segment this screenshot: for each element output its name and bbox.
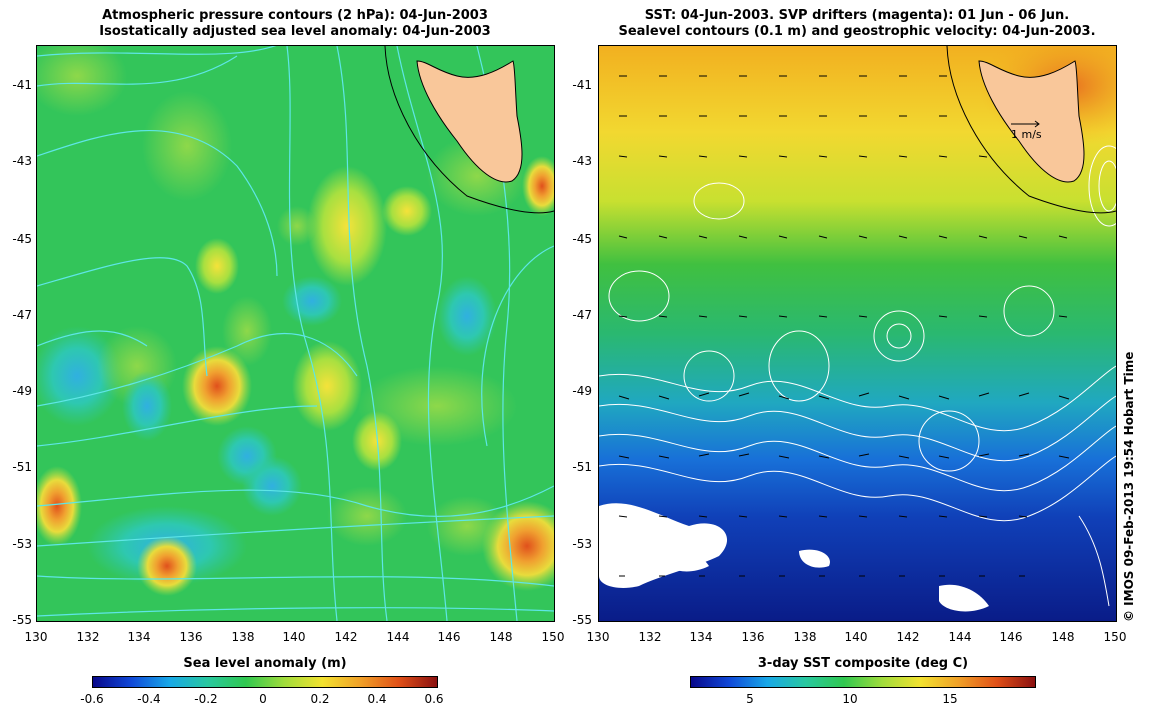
lon-tick: 142 bbox=[896, 630, 920, 644]
left-title-line2: Isostatically adjusted sea level anomaly… bbox=[99, 24, 491, 39]
lon-tick: 138 bbox=[231, 630, 255, 644]
sla-colorbar-tick: -0.6 bbox=[80, 692, 104, 706]
lon-tick: 146 bbox=[437, 630, 461, 644]
sst-colorbar-tick: 5 bbox=[746, 692, 754, 706]
sla-map-panel[interactable] bbox=[36, 45, 555, 622]
sst-colorbar-tick: 10 bbox=[842, 692, 858, 706]
imos-credit: © IMOS 09-Feb-2013 19:54 Hobart Time bbox=[1122, 351, 1136, 622]
lon-tick: 132 bbox=[76, 630, 100, 644]
lat-tick: -47 bbox=[12, 308, 32, 322]
sla-colorbar-tick: 0.4 bbox=[367, 692, 387, 706]
sst-colorbar-tick: 15 bbox=[942, 692, 958, 706]
right-title-line1: SST: 04-Jun-2003. SVP drifters (magenta)… bbox=[644, 8, 1070, 23]
sla-colorbar-tick: 0 bbox=[259, 692, 267, 706]
lon-tick: 148 bbox=[1051, 630, 1075, 644]
lat-tick: -49 bbox=[572, 384, 592, 398]
cloud-mask bbox=[599, 503, 989, 612]
sealevel-contours bbox=[599, 145, 1116, 607]
lat-tick: -49 bbox=[12, 384, 32, 398]
lon-tick: 132 bbox=[638, 630, 662, 644]
lat-tick: -45 bbox=[572, 232, 592, 246]
sst-colorbar-label: 3-day SST composite (deg C) bbox=[757, 656, 969, 671]
tasmania-island bbox=[416, 60, 523, 183]
lon-tick: 144 bbox=[948, 630, 972, 644]
lat-tick: -47 bbox=[572, 308, 592, 322]
lat-tick: -53 bbox=[12, 537, 32, 551]
lon-tick: 140 bbox=[282, 630, 306, 644]
lon-tick: 130 bbox=[586, 630, 610, 644]
tasmania-land bbox=[384, 46, 554, 214]
velocity-key: 1 m/s bbox=[1011, 120, 1042, 141]
lon-tick: 136 bbox=[179, 630, 203, 644]
tasmania-island-right bbox=[978, 60, 1085, 183]
right-title: SST: 04-Jun-2003. SVP drifters (magenta)… bbox=[598, 8, 1116, 40]
lat-tick: -55 bbox=[12, 613, 32, 627]
tasmania-land-right bbox=[946, 46, 1116, 214]
left-title-line1: Atmospheric pressure contours (2 hPa): 0… bbox=[102, 8, 488, 23]
lon-tick: 148 bbox=[489, 630, 513, 644]
sla-anomaly-blobs bbox=[37, 46, 554, 596]
lat-tick: -51 bbox=[572, 460, 592, 474]
lat-tick: -51 bbox=[12, 460, 32, 474]
sla-colorbar-tick: -0.4 bbox=[137, 692, 161, 706]
sla-colorbar-tick: -0.2 bbox=[194, 692, 218, 706]
sst-colorbar bbox=[690, 676, 1036, 688]
lon-tick: 134 bbox=[689, 630, 713, 644]
lon-tick: 138 bbox=[793, 630, 817, 644]
lon-tick: 146 bbox=[999, 630, 1023, 644]
lon-tick: 140 bbox=[844, 630, 868, 644]
lon-tick: 144 bbox=[386, 630, 410, 644]
lat-tick: -41 bbox=[572, 78, 592, 92]
lon-tick: 150 bbox=[541, 630, 565, 644]
velocity-arrows bbox=[618, 75, 1070, 577]
velocity-key-label: 1 m/s bbox=[1011, 128, 1042, 141]
sla-colorbar-label: Sea level anomaly (m) bbox=[183, 656, 347, 671]
sst-map-panel[interactable]: 1 m/s bbox=[598, 45, 1117, 622]
lat-tick: -45 bbox=[12, 232, 32, 246]
lon-tick: 134 bbox=[127, 630, 151, 644]
lon-tick: 136 bbox=[741, 630, 765, 644]
lat-tick: -55 bbox=[572, 613, 592, 627]
sla-colorbar-tick: 0.6 bbox=[424, 692, 444, 706]
left-title: Atmospheric pressure contours (2 hPa): 0… bbox=[36, 8, 554, 40]
lon-tick: 142 bbox=[334, 630, 358, 644]
lon-tick: 130 bbox=[24, 630, 48, 644]
sla-colorbar bbox=[92, 676, 438, 688]
lat-tick: -43 bbox=[12, 154, 32, 168]
lat-tick: -53 bbox=[572, 537, 592, 551]
sla-map bbox=[37, 46, 554, 621]
lat-tick: -41 bbox=[12, 78, 32, 92]
lon-tick: 150 bbox=[1103, 630, 1127, 644]
sla-colorbar-tick: 0.2 bbox=[310, 692, 330, 706]
sst-map: 1 m/s bbox=[599, 46, 1116, 621]
lat-tick: -43 bbox=[572, 154, 592, 168]
right-title-line2: Sealevel contours (0.1 m) and geostrophi… bbox=[618, 24, 1096, 39]
